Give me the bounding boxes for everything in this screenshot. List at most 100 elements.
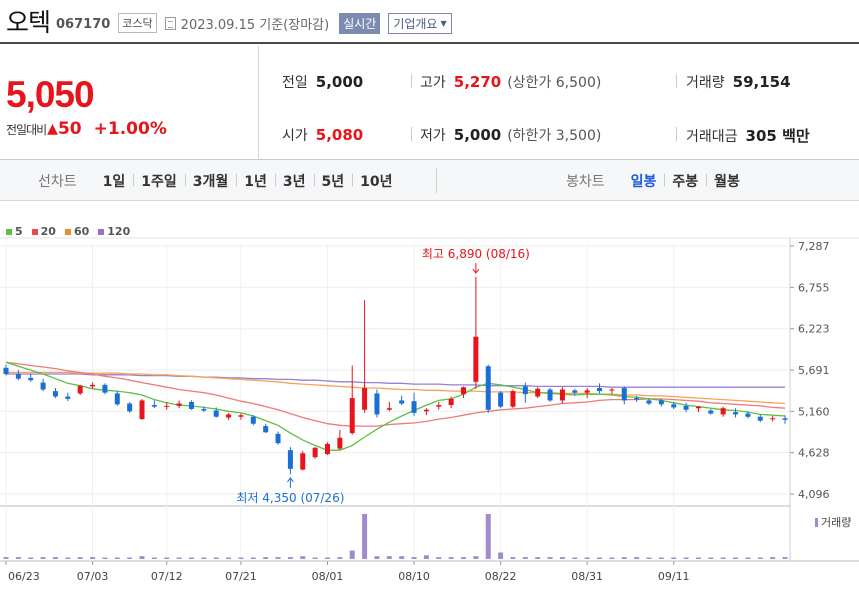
volume-bar <box>646 557 652 559</box>
line-chart-label: 선차트 <box>38 173 77 190</box>
candle-body <box>646 400 652 404</box>
candle-body <box>139 400 145 420</box>
volume-bar <box>757 557 763 559</box>
period-3m[interactable]: 3개월 <box>184 171 237 191</box>
ma20-line <box>5 361 786 427</box>
candle-body <box>745 413 751 417</box>
volume-bar <box>621 557 627 559</box>
x-tick-label: 09/11 <box>658 570 690 583</box>
company-overview-button[interactable]: 기업개요 ▼ <box>388 12 452 34</box>
period-monthly[interactable]: 월봉 <box>706 171 748 191</box>
candle-body <box>473 336 479 382</box>
ma-legend: 5 20 60 120 <box>6 225 130 238</box>
legend-item-ma20: 20 <box>31 225 56 238</box>
volume-bar <box>448 557 454 559</box>
candle-body <box>28 377 34 381</box>
candle-body <box>300 453 306 470</box>
divider <box>676 127 677 141</box>
candle-body <box>263 426 269 433</box>
divider <box>676 74 677 88</box>
period-1w[interactable]: 1주일 <box>133 171 185 191</box>
period-daily[interactable]: 일봉 <box>630 173 657 190</box>
volume-bar <box>263 557 269 559</box>
period-1d[interactable]: 1일 <box>102 173 126 190</box>
volume-bar <box>485 514 491 559</box>
volume-legend-swatch <box>815 518 818 527</box>
legend-item-ma120: 120 <box>98 225 130 238</box>
period-1y[interactable]: 1년 <box>236 171 275 191</box>
period-10y[interactable]: 10년 <box>352 171 400 191</box>
ma60-line <box>6 371 786 405</box>
volume-bar <box>139 556 145 559</box>
volume-bar <box>461 557 467 559</box>
volume-bar <box>77 557 83 559</box>
legend-swatch <box>98 228 105 235</box>
candle-body <box>151 405 157 407</box>
volume-bar <box>782 557 788 559</box>
volume-legend-label: 거래량 <box>821 516 851 529</box>
low-label: 저가 <box>420 128 446 144</box>
volume-bar <box>3 557 9 559</box>
candle-body <box>312 447 318 458</box>
volume-bar <box>127 557 133 559</box>
candlestick-chart[interactable]: 7,287 6,755 6,223 5,691 5,160 4,628 4,096 06/23… <box>0 236 859 602</box>
candle-body <box>90 384 96 387</box>
x-tick-label: 07/12 <box>151 570 183 583</box>
line-chart-periods: 선차트 1일 1주일 3개월 1년 3년 5년 10년 <box>38 160 401 201</box>
legend-swatch <box>6 228 12 235</box>
volume-bar <box>374 556 380 559</box>
volume-label: 거래량 <box>686 75 725 91</box>
volume-bar <box>609 557 615 559</box>
volume-bar <box>324 557 330 559</box>
candle-body <box>287 450 293 469</box>
candle-body <box>461 387 467 395</box>
prev-close-value: 5,000 <box>315 73 364 91</box>
legend-label: 5 <box>15 225 23 238</box>
candle-body <box>411 401 417 413</box>
trade-value-label: 거래대금 <box>686 129 738 145</box>
y-tick-label: 5,691 <box>798 364 830 377</box>
prev-close-label: 전일 <box>282 75 308 91</box>
candle-body <box>77 385 83 394</box>
x-tick-label: 07/21 <box>225 570 257 583</box>
candle-body <box>164 405 170 407</box>
volume-bar <box>733 557 739 559</box>
candle-body <box>695 406 701 409</box>
legend-item-ma60: 60 <box>64 225 90 238</box>
volume-bar <box>102 557 108 559</box>
period-3y[interactable]: 3년 <box>274 171 314 191</box>
candle-body <box>238 415 244 417</box>
volume-bar <box>188 557 194 559</box>
realtime-button[interactable]: 실시간 <box>339 12 381 34</box>
legend-label: 60 <box>73 225 90 238</box>
volume-bar <box>52 557 58 559</box>
price-change: 전일대비 ▲ 50 +1.00% <box>6 119 167 139</box>
high-value: 5,270 <box>453 73 502 91</box>
candle-body <box>621 387 627 401</box>
candle-body <box>757 416 763 421</box>
volume-bar <box>151 557 157 559</box>
candle-body <box>770 418 776 420</box>
volume-bar <box>597 557 603 559</box>
candle-body <box>65 396 71 399</box>
candle-body <box>609 389 615 391</box>
legend-item-ma5: 5 <box>6 225 23 238</box>
volume-bar <box>312 557 318 559</box>
candle-chart-label: 봉차트 <box>566 173 605 190</box>
candle-body <box>535 388 541 397</box>
divider <box>411 127 412 141</box>
candle-body <box>250 416 256 424</box>
volume-bar <box>683 557 689 559</box>
period-weekly[interactable]: 주봉 <box>664 171 706 191</box>
high-annotation: 최고 6,890 (08/16) <box>422 247 530 261</box>
volume-bar <box>226 557 232 559</box>
candle-body <box>399 400 405 404</box>
candle-body <box>213 410 219 417</box>
change-percent: +1.00% <box>93 119 167 139</box>
y-tick-label: 7,287 <box>798 240 830 253</box>
upper-limit: (상한가 6,500) <box>507 75 602 91</box>
volume-bar <box>349 550 355 559</box>
volume-bar <box>473 556 479 559</box>
period-5y[interactable]: 5년 <box>313 171 353 191</box>
